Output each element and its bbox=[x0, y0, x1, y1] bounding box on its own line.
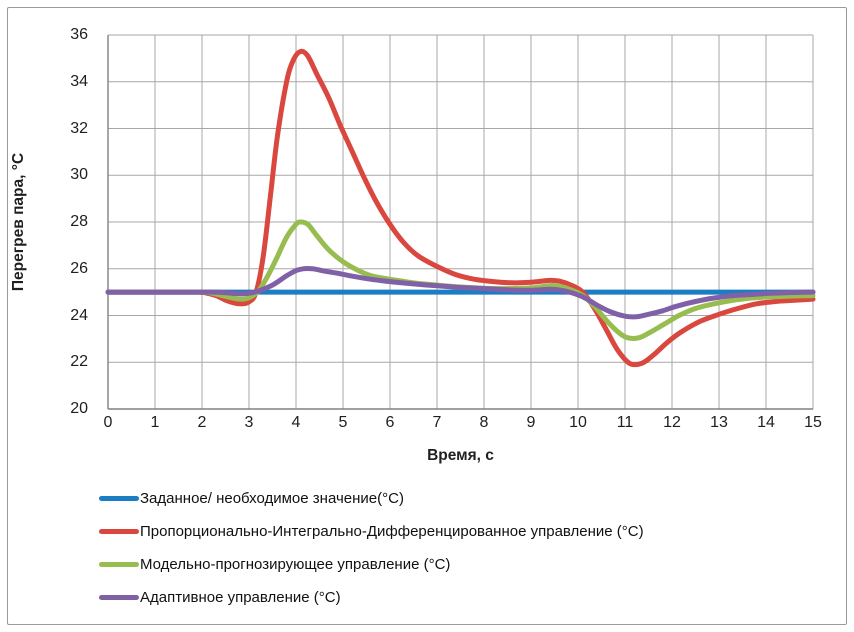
legend-label-pid: Пропорционально-Интегрально-Дифференциро… bbox=[140, 523, 644, 540]
x-tick-label: 7 bbox=[432, 414, 442, 431]
x-tick-label: 12 bbox=[663, 414, 681, 431]
x-tick-label: 6 bbox=[385, 414, 395, 431]
x-tick-label: 15 bbox=[804, 414, 822, 431]
x-axis-title: Время, с bbox=[427, 447, 494, 464]
legend-item-pid: Пропорционально-Интегрально-Дифференциро… bbox=[99, 515, 644, 548]
y-tick-label: 28 bbox=[70, 213, 88, 230]
x-tick-label: 11 bbox=[616, 414, 634, 431]
y-tick-label: 26 bbox=[70, 259, 88, 277]
y-tick-label: 22 bbox=[70, 353, 88, 371]
chart-canvas bbox=[105, 34, 816, 410]
y-tick-label: 20 bbox=[70, 400, 88, 417]
legend-swatch-mpc bbox=[99, 561, 139, 568]
y-tick-label: 34 bbox=[70, 72, 88, 90]
x-tick-label: 10 bbox=[569, 414, 587, 431]
legend-label-setpoint: Заданное/ необходимое значение(°C) bbox=[140, 490, 404, 507]
x-tick-label: 9 bbox=[526, 414, 536, 431]
legend-swatch-adaptive bbox=[99, 594, 139, 601]
legend-label-mpc: Модельно-прогнозирующее управление (°C) bbox=[140, 556, 451, 573]
legend-item-adaptive: Адаптивное управление (°C) bbox=[99, 581, 644, 614]
y-tick-label: 24 bbox=[70, 306, 88, 324]
x-tick-label: 14 bbox=[757, 414, 775, 431]
x-tick-label: 0 bbox=[103, 414, 113, 431]
x-tick-label: 5 bbox=[338, 414, 348, 431]
x-tick-label: 3 bbox=[244, 414, 254, 431]
y-tick-label: 30 bbox=[70, 166, 88, 184]
x-tick-label: 4 bbox=[291, 414, 301, 431]
x-tick-label: 1 bbox=[150, 414, 160, 431]
y-tick-label: 32 bbox=[70, 119, 88, 137]
series-line-1 bbox=[105, 48, 816, 368]
y-axis-title: Перегрев пара, °C bbox=[10, 152, 27, 292]
legend-swatch-pid bbox=[99, 528, 139, 535]
legend-label-adaptive: Адаптивное управление (°C) bbox=[140, 589, 341, 606]
x-tick-label: 13 bbox=[710, 414, 728, 431]
legend-item-setpoint: Заданное/ необходимое значение(°C) bbox=[99, 482, 644, 515]
series-line-3 bbox=[105, 266, 816, 320]
x-tick-label: 2 bbox=[197, 414, 207, 431]
y-tick-label: 36 bbox=[70, 26, 88, 43]
legend-item-mpc: Модельно-прогнозирующее управление (°C) bbox=[99, 548, 644, 581]
legend-swatch-setpoint bbox=[99, 495, 139, 502]
x-tick-label: 8 bbox=[479, 414, 489, 431]
legend: Заданное/ необходимое значение(°C) Пропо… bbox=[99, 482, 644, 614]
